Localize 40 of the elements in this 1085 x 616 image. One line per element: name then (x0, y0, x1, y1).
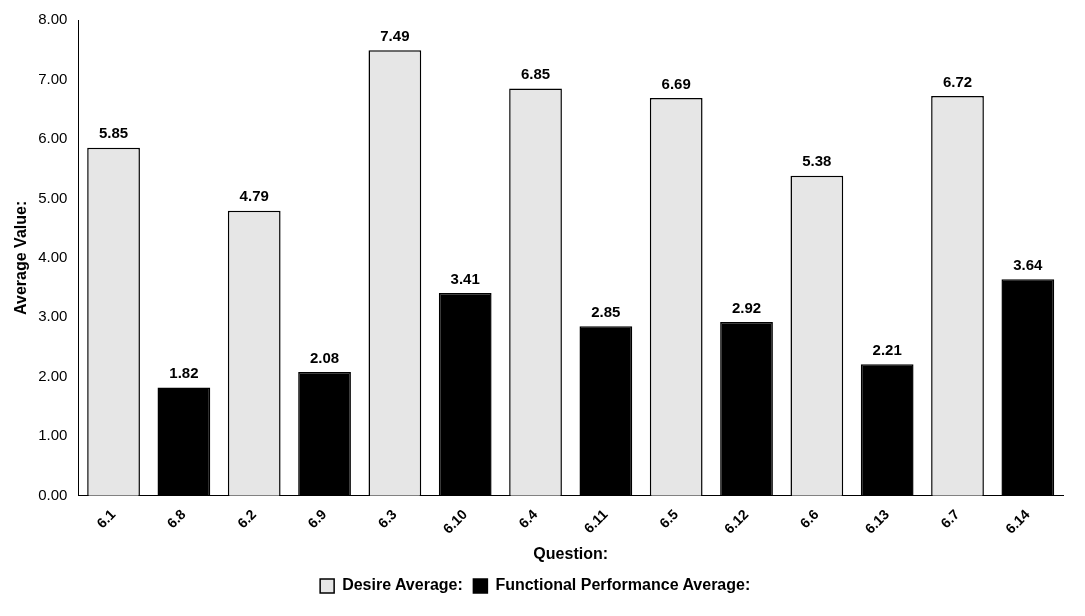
x-tick-label: 6.11 (580, 505, 611, 537)
data-label: 2.85 (591, 302, 621, 320)
y-tick-label: 0.00 (38, 485, 68, 503)
y-tick-label: 6.00 (38, 129, 68, 147)
legend-label: Functional Performance Average: (495, 576, 751, 594)
data-label: 4.79 (239, 187, 269, 205)
x-tick-label: 6.12 (720, 505, 752, 537)
data-label: 7.49 (380, 26, 410, 44)
data-label: 1.82 (169, 364, 199, 382)
data-label: 6.85 (520, 65, 551, 83)
y-tick-label: 1.00 (38, 426, 68, 444)
data-label: 3.41 (450, 269, 480, 287)
y-axis-title: Average Value: (12, 200, 30, 315)
y-tick-label: 3.00 (38, 307, 68, 325)
data-label: 3.64 (1013, 255, 1044, 273)
data-label: 2.92 (731, 298, 762, 316)
x-axis-title: Question: (533, 544, 609, 562)
data-label: 6.69 (661, 74, 691, 92)
data-label: 2.08 (309, 348, 340, 366)
x-tick-label: 6.3 (374, 505, 400, 532)
y-tick-label: 7.00 (38, 69, 68, 87)
y-tick-label: 4.00 (38, 247, 68, 265)
x-tick-label: 6.13 (861, 505, 893, 537)
data-label: 6.72 (942, 72, 973, 90)
x-tick-label: 6.8 (163, 505, 189, 532)
x-tick-label: 6.1 (93, 505, 119, 532)
y-tick-label: 8.00 (38, 10, 68, 28)
x-tick-label: 6.5 (655, 505, 682, 532)
x-tick-label: 6.2 (233, 505, 260, 532)
x-tick-label: 6.9 (304, 505, 330, 532)
x-tick-label: 6.6 (796, 505, 822, 532)
y-tick-label: 5.00 (38, 188, 68, 206)
legend-label: Desire Average: (342, 576, 463, 594)
data-label: 5.38 (802, 152, 832, 170)
data-label: 5.85 (98, 124, 129, 142)
x-tick-label: 6.10 (439, 505, 471, 537)
y-tick-label: 2.00 (38, 366, 68, 384)
data-label: 2.21 (872, 340, 902, 358)
x-tick-label: 6.7 (937, 505, 963, 532)
x-tick-label: 6.4 (515, 505, 541, 532)
